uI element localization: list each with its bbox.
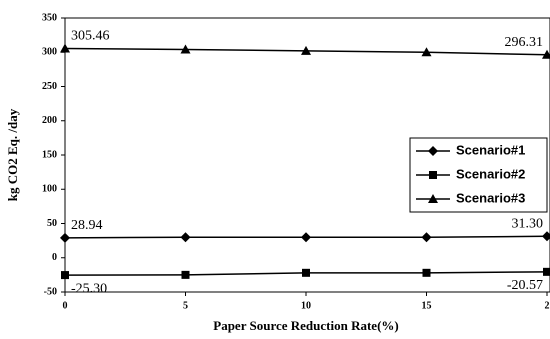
y-tick-label: 250: [42, 81, 57, 92]
legend-symbol: [428, 146, 438, 156]
marker: [61, 271, 69, 280]
y-tick-label: 100: [42, 184, 57, 195]
marker: [543, 267, 550, 276]
legend-marker: [428, 146, 438, 156]
y-tick-label: 300: [42, 47, 57, 58]
marker: [60, 43, 70, 53]
legend-symbol: [428, 194, 438, 203]
marker: [180, 232, 191, 243]
y-tick-label: 50: [47, 218, 57, 229]
x-tick-label: 5: [183, 300, 188, 311]
y-tick-label: 350: [42, 12, 57, 23]
x-tick-label: 2: [545, 300, 550, 311]
legend-label: Scenario#1: [456, 142, 525, 157]
marker: [181, 270, 190, 279]
x-tick-label: 0: [63, 300, 68, 311]
legend-symbol: [429, 171, 437, 179]
marker: [421, 47, 432, 57]
y-axis-title: kg CO2 Eq. /day: [5, 108, 20, 201]
x-axis-title: Paper Source Reduction Rate(%): [213, 318, 398, 333]
marker: [421, 232, 432, 243]
y-tick-label: 150: [42, 149, 57, 160]
marker: [60, 232, 70, 243]
marker: [422, 268, 431, 277]
marker: [542, 49, 550, 59]
marker: [301, 232, 311, 243]
legend-marker: [429, 171, 437, 179]
x-tick-label: 10: [301, 300, 311, 311]
marker: [302, 268, 310, 277]
data-label: 296.31: [505, 35, 544, 50]
marker: [180, 44, 191, 54]
data-label: 31.30: [512, 217, 544, 232]
legend-marker: [428, 194, 438, 203]
data-label: 28.94: [71, 218, 103, 233]
y-tick-label: 0: [52, 252, 57, 263]
data-label: 305.46: [71, 29, 110, 44]
marker: [301, 45, 311, 55]
x-tick-label: 15: [422, 300, 432, 311]
data-label: -25.30: [71, 281, 107, 296]
data-label: -20.57: [507, 278, 543, 293]
legend-label: Scenario#2: [456, 166, 525, 181]
y-tick-label: 200: [42, 115, 57, 126]
marker: [542, 231, 550, 242]
y-tick-label: -50: [44, 286, 57, 297]
legend-label: Scenario#3: [456, 190, 525, 205]
